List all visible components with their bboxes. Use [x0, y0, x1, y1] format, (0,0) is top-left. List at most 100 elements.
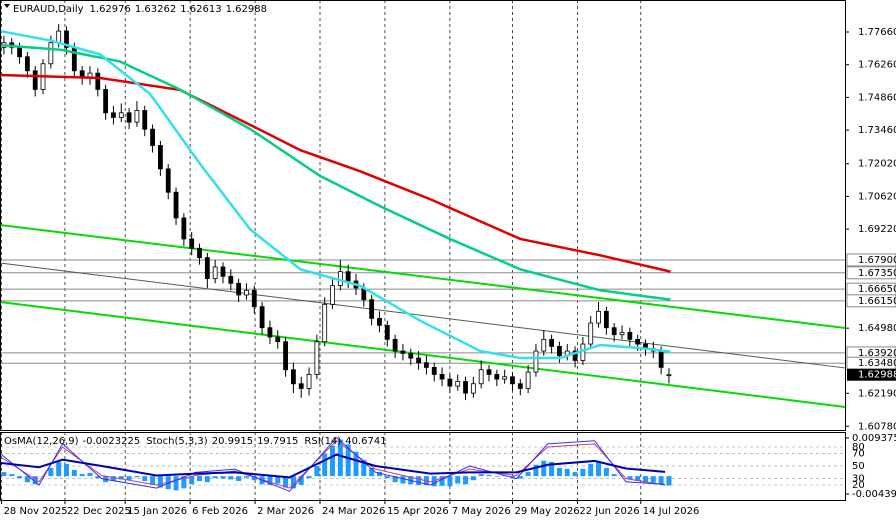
osma-bar	[236, 476, 242, 482]
osma-bar	[275, 476, 281, 484]
osma-bar	[32, 476, 38, 485]
main-frame	[0, 0, 846, 431]
candle-body	[220, 266, 226, 277]
osma-bar	[189, 476, 195, 485]
y-tick-label: 1.60780	[858, 421, 896, 432]
candle-body	[103, 89, 109, 114]
level-label-box	[846, 266, 896, 280]
candle-body	[525, 371, 531, 389]
osma-bar	[494, 476, 500, 477]
candle-body	[126, 112, 132, 123]
close: 1.62988	[226, 4, 267, 15]
candle-body	[181, 217, 187, 240]
level-label: 1.63480	[858, 358, 896, 369]
candle-body	[439, 374, 445, 380]
menu-icon[interactable]	[4, 4, 10, 8]
candle-body	[392, 338, 398, 352]
osma-bar	[212, 476, 218, 479]
candle-body	[24, 56, 30, 72]
candle-body	[416, 357, 421, 364]
candle-body	[384, 324, 390, 340]
candle-body	[478, 369, 484, 385]
osma-bar	[79, 474, 85, 477]
osma-bar	[525, 472, 531, 477]
osma-bar	[431, 476, 437, 487]
osma-bar	[17, 476, 23, 479]
osma-bar	[666, 476, 672, 486]
osma-bar	[603, 468, 609, 477]
indicator-header: OsMA(12,26,9) -0.0023225 Stoch(5,3,3) 20.99…	[4, 436, 387, 447]
osma-bar	[611, 474, 617, 477]
level-label: 1.67350	[858, 268, 896, 279]
x-tick-label: 15 Apr 2026	[387, 506, 449, 517]
osma-bar	[134, 476, 140, 478]
osma-bar	[455, 476, 461, 484]
osma-bar	[470, 476, 476, 481]
candle-body	[541, 338, 547, 352]
osma-bar	[650, 476, 656, 483]
candle-body	[283, 341, 288, 371]
candle-body	[400, 350, 406, 354]
candle-body	[572, 350, 578, 361]
osma-bar	[314, 465, 320, 477]
candle-body	[314, 341, 320, 375]
candle-body	[408, 352, 414, 359]
osma-bar	[533, 464, 539, 477]
osma-bar	[173, 476, 179, 491]
candle-body	[611, 327, 617, 336]
candle-body	[150, 128, 155, 146]
osma-bar	[204, 476, 210, 483]
candle-body	[228, 275, 234, 284]
x-tick-label: 28 Nov 2025	[4, 506, 68, 517]
candle-body	[455, 381, 461, 387]
candle-body	[142, 110, 148, 130]
osma-bar	[369, 468, 375, 477]
candle-body	[275, 336, 281, 343]
osma-bar	[118, 476, 124, 480]
osma-bar	[439, 476, 445, 486]
level-label: 1.66150	[858, 296, 896, 307]
y-tick-label: 1.64980	[858, 323, 896, 334]
candle-body	[517, 383, 523, 389]
osma-bar	[580, 468, 586, 477]
osma-bar	[596, 461, 602, 477]
level-label: 1.66650	[858, 284, 896, 295]
x-tick-label: 22 Jun 2026	[579, 506, 639, 517]
candle-body	[165, 168, 171, 193]
osma-bar	[478, 474, 484, 477]
candle-body	[447, 378, 453, 387]
trendline	[0, 262, 846, 369]
osma-bar	[353, 451, 359, 477]
osma-bar	[87, 472, 93, 477]
candle-body	[377, 317, 382, 326]
moving-average	[0, 73, 671, 273]
osc-tick-label: 70	[852, 448, 865, 459]
osma-bar	[447, 476, 453, 487]
candle-body	[627, 331, 633, 340]
candle-body	[502, 376, 508, 380]
osma-bar	[376, 472, 382, 477]
current-price-box	[847, 368, 896, 381]
candle-body	[48, 42, 54, 65]
x-tick-label: 29 May 2026	[514, 506, 579, 517]
candle-body	[494, 374, 500, 380]
y-tick-label: 1.70620	[858, 191, 896, 202]
osma-bar	[463, 476, 469, 485]
stoch-label: Stoch(5,3,3)	[146, 436, 208, 447]
candle-body	[510, 376, 515, 385]
stoch-main-value: 20.9915	[212, 436, 253, 447]
osma-bar	[95, 476, 101, 479]
candle-body	[251, 289, 257, 308]
rsi-line	[0, 453, 666, 479]
osma-tick-label: -0.004391	[852, 489, 896, 500]
candle-body	[596, 310, 601, 324]
candle-body	[157, 145, 163, 170]
candle-body	[533, 350, 539, 373]
level-label: 1.67900	[858, 255, 896, 266]
level-label-box	[846, 253, 896, 267]
osma-bar	[165, 476, 171, 490]
stoch-main	[0, 436, 666, 492]
x-tick-label: 14 Jul 2026	[643, 506, 700, 517]
